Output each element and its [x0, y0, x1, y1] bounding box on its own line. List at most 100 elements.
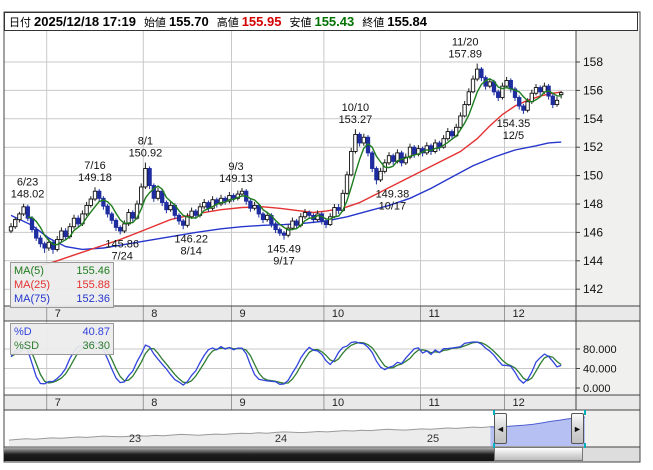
candle [487, 81, 492, 87]
candle [13, 219, 18, 228]
candle [466, 91, 471, 106]
candle [458, 115, 463, 128]
stoch-axis-labels: 80.000 40.000 0.000 [576, 344, 617, 395]
candle [500, 85, 505, 98]
stoch-tick-label: 80.000 [583, 344, 617, 356]
candle [412, 146, 417, 155]
candle [248, 200, 253, 209]
month-label: 10 [332, 397, 344, 409]
navigator-area [9, 426, 491, 446]
range-right-tick-bottom [584, 443, 586, 448]
scrollbar-thumb[interactable] [493, 447, 583, 461]
candle [34, 229, 39, 239]
annotation-line1: 154.35 [497, 118, 531, 130]
annotation-line2: 8/14 [180, 245, 201, 257]
candle [210, 199, 215, 209]
candle [256, 204, 261, 215]
annotation-line1: 149.38 [376, 188, 410, 200]
candle [357, 133, 362, 144]
candle [344, 174, 350, 194]
candle [475, 68, 480, 80]
month-label: 10 [332, 308, 344, 320]
price-tick-label: 144 [583, 254, 603, 268]
year-label: 25 [427, 433, 439, 445]
scrollbar-track-used[interactable] [4, 448, 494, 461]
navigator-line [8, 426, 491, 441]
candle [542, 85, 547, 93]
panel-borders [3, 11, 641, 463]
open-value: 155.70 [168, 14, 209, 29]
candle [353, 133, 358, 152]
candle [370, 152, 375, 169]
range-right-tick-top [584, 410, 586, 415]
month-label: 8 [151, 308, 157, 320]
range-left-tick-top [493, 410, 495, 415]
candle [336, 207, 341, 211]
candle [260, 213, 266, 221]
candle [42, 243, 47, 249]
candle [508, 80, 513, 90]
ma-legend-row: MA(25) 155.88 [14, 278, 110, 292]
annotation-line2: 12/5 [503, 130, 524, 142]
candle [155, 190, 161, 199]
annotation-line1: 7/16 [84, 160, 105, 172]
candle [328, 216, 333, 226]
candle [105, 205, 110, 215]
candle [504, 80, 509, 87]
candle [252, 204, 257, 209]
price-axis-labels: 158 156 154 152 150 148 146 144 142 [576, 55, 603, 296]
stoch-tick-label: 0.000 [583, 383, 611, 395]
stochastic-legend: %D 40.87 %SD 36.30 [10, 323, 114, 355]
candle [433, 142, 438, 152]
date-label: 日付 [9, 16, 31, 29]
month-label: 9 [240, 397, 246, 409]
annotation-line1: 11/20 [452, 37, 479, 49]
candle [441, 138, 446, 148]
month-strip-top: 7 8 9 10 11 12 [46, 306, 525, 321]
candle [118, 226, 123, 232]
month-label: 11 [429, 397, 440, 409]
candle [559, 92, 564, 96]
price-tick-label: 146 [583, 225, 603, 239]
price-tick-label: 142 [583, 282, 603, 296]
high-label: 高値 [216, 16, 239, 29]
range-right-handle-button[interactable]: ► [571, 413, 584, 444]
candle [533, 87, 539, 94]
candle [265, 214, 270, 221]
candle [84, 204, 89, 215]
month-label: 7 [55, 308, 61, 320]
annotation-line2: 148.02 [11, 189, 45, 201]
candle [231, 195, 236, 199]
annotation-line2: 157.89 [448, 49, 482, 61]
ma-legend-row: MA(75) 152.36 [14, 292, 110, 306]
year-label: 23 [129, 433, 141, 445]
stoch-legend-value: 36.30 [82, 340, 110, 352]
candle [122, 223, 127, 232]
candle [92, 190, 98, 200]
candle [512, 88, 518, 98]
stoch-legend-row: %D 40.87 [14, 325, 110, 339]
candle [307, 212, 312, 216]
candle [126, 212, 131, 225]
price-tick-label: 150 [583, 169, 603, 183]
range-left-handle-button[interactable]: ◄ [494, 413, 507, 444]
candle [143, 168, 148, 188]
candle [445, 131, 450, 140]
candle [554, 99, 560, 106]
stoch-legend-row: %SD 36.30 [14, 339, 110, 353]
candle [349, 151, 354, 176]
candle [218, 197, 224, 205]
annotation-line1: 10/10 [342, 102, 370, 114]
candle [88, 198, 93, 206]
ma-legend-label: MA(25) [14, 279, 51, 291]
month-label: 12 [513, 397, 525, 409]
candle [97, 190, 102, 199]
stoch-legend-value: 40.87 [82, 326, 110, 338]
candle [17, 213, 22, 221]
annotation-line1: 6/23 [17, 177, 38, 189]
price-tick-label: 156 [583, 83, 603, 97]
candle [407, 146, 413, 158]
candle [164, 202, 169, 211]
